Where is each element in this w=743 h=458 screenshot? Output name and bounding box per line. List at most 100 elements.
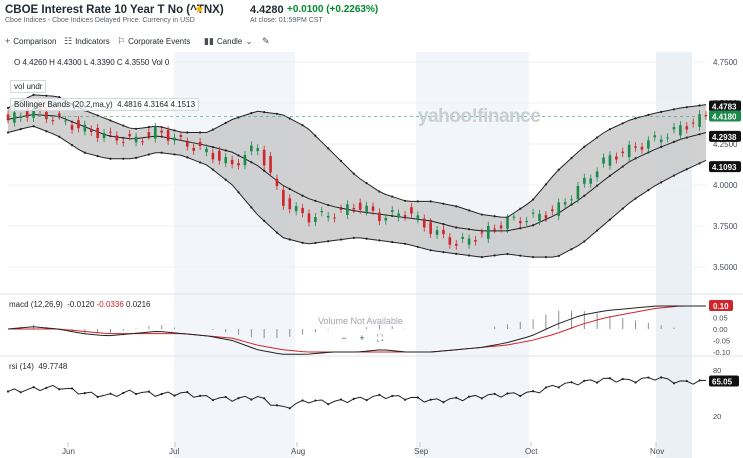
- bollinger-lower-dot: [160, 151, 163, 154]
- rsi-dot: [327, 403, 330, 406]
- candle-body: [551, 209, 554, 212]
- rsi-dot: [634, 381, 637, 384]
- bollinger-lower-dot: [493, 254, 496, 257]
- rsi-dot: [199, 394, 202, 397]
- rsi-label[interactable]: rsi (14) 49.7748: [9, 362, 68, 371]
- candle-body: [435, 230, 439, 235]
- rsi-dot: [544, 386, 548, 389]
- rsi-dot: [173, 394, 176, 397]
- rsi-dot: [275, 404, 279, 407]
- candle-body: [512, 216, 516, 218]
- rsi-dot: [211, 399, 215, 402]
- candle-body: [256, 148, 260, 152]
- candle-body: [685, 126, 689, 130]
- bollinger-upper-dot: [647, 113, 650, 116]
- bollinger-upper-dot: [339, 159, 343, 163]
- comparison-button[interactable]: + Comparison: [5, 36, 57, 46]
- rsi-dot: [339, 398, 343, 401]
- rsi-dot: [647, 376, 650, 379]
- indicators-button[interactable]: ☷ Indicators: [64, 36, 110, 46]
- bollinger-upper-dot: [672, 108, 676, 111]
- bollinger-upper-dot: [32, 93, 35, 96]
- candle-body: [333, 217, 336, 219]
- candle-body: [237, 163, 240, 166]
- candle-body: [109, 131, 112, 133]
- rsi-dot: [250, 398, 253, 401]
- vol-label[interactable]: vol undr: [10, 80, 47, 93]
- bollinger-upper-dot: [391, 195, 394, 198]
- rsi-dot: [660, 376, 663, 379]
- candle-body: [403, 215, 407, 217]
- bollinger-lower-dot: [391, 241, 394, 244]
- chart-area[interactable]: 4.75004.50004.25004.00003.75003.50004.47…: [0, 52, 743, 458]
- rsi-dot: [442, 401, 445, 404]
- macd-tick-label: 0.00: [713, 325, 728, 334]
- fit-icon[interactable]: ⛶: [376, 333, 384, 343]
- candle-body: [531, 212, 535, 214]
- bollinger-upper-dot: [480, 213, 483, 216]
- macd-marker-label: 0.10: [713, 302, 729, 311]
- zoom-controls: − + ⛶: [338, 333, 386, 344]
- price-marker-label: 4.1093: [712, 163, 737, 172]
- candle-body: [570, 199, 573, 201]
- price-chart[interactable]: 4.75004.50004.25004.00003.75003.50004.47…: [0, 52, 743, 458]
- candle-body: [698, 114, 701, 127]
- candle-body: [429, 222, 432, 234]
- candle-body: [115, 135, 119, 141]
- star-icon[interactable]: ★: [194, 2, 205, 16]
- bollinger-middle-dot: [519, 227, 522, 230]
- quote-header: CBOE Interest Rate 10 Year T No (^TNX) ★…: [0, 0, 743, 30]
- bollinger-lower-dot: [339, 238, 343, 241]
- macd-signal-line: [8, 305, 706, 353]
- bollinger-upper-dot: [544, 183, 548, 186]
- candle-body: [371, 206, 375, 211]
- candle-body: [275, 178, 279, 186]
- zoom-out-button[interactable]: −: [341, 333, 347, 343]
- candle-body: [583, 177, 586, 184]
- bollinger-upper-dot: [442, 202, 445, 205]
- bollinger-upper-dot: [96, 114, 99, 117]
- bollinger-lower-dot: [557, 254, 560, 258]
- chart-type-dropdown[interactable]: ▮▮ Candle ⌄: [204, 36, 253, 46]
- draw-button[interactable]: ✎: [262, 36, 270, 47]
- candle-body: [454, 243, 458, 246]
- rsi-dot: [455, 396, 458, 399]
- bollinger-label[interactable]: Bollinger Bands (20,2,ma,y) 4.4816 4.316…: [10, 98, 200, 111]
- candle-body: [704, 115, 708, 117]
- rsi-value: 49.7748: [38, 362, 68, 371]
- bollinger-lower-dot: [634, 197, 637, 200]
- bollinger-lower-dot: [532, 256, 535, 259]
- candle-body: [288, 198, 292, 210]
- bollinger-lower-dot: [416, 245, 419, 249]
- candle-body: [13, 112, 16, 123]
- candle-body: [467, 238, 471, 245]
- bollinger-middle-dot: [211, 145, 215, 149]
- bollinger-lower-dot: [186, 156, 189, 159]
- candle-body: [576, 186, 580, 200]
- corporate-events-button[interactable]: ⚐ Corporate Events: [117, 36, 191, 46]
- bollinger-upper-dot: [378, 190, 381, 193]
- candle-body: [307, 213, 311, 223]
- indicators-icon: ☷: [64, 36, 73, 46]
- bollinger-lower-dot: [365, 237, 368, 240]
- candle-body: [198, 141, 202, 147]
- chart-toolbar: + Comparison ☷ Indicators ⚐ Corporate Event…: [0, 33, 743, 51]
- bollinger-middle-dot: [224, 149, 227, 152]
- macd-label[interactable]: macd (12,26,9) -0.0120 -0.0336 0.0216: [9, 300, 151, 309]
- candle-body: [77, 120, 80, 129]
- bollinger-upper: [7, 94, 707, 218]
- price-marker: [709, 130, 741, 142]
- candle-body: [83, 124, 87, 132]
- bollinger-lower-dot: [6, 131, 10, 134]
- zoom-in-button[interactable]: +: [359, 333, 365, 343]
- bollinger-upper-dot: [263, 111, 266, 114]
- bollinger-upper-dot: [275, 112, 279, 115]
- price-tick-label: 3.7500: [713, 222, 738, 231]
- bollinger-lower-dot: [147, 153, 150, 156]
- candle-body: [326, 215, 330, 218]
- candle-body: [589, 178, 593, 184]
- candle-body: [378, 212, 381, 222]
- bollinger-lower-dot: [58, 135, 61, 138]
- bollinger-lower-dot: [327, 240, 330, 243]
- bollinger-lower-dot: [467, 254, 471, 257]
